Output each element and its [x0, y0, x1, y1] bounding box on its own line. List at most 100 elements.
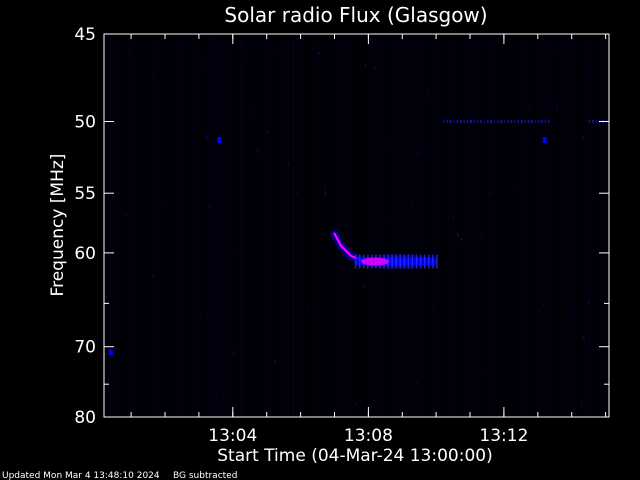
- noise-speck: [206, 135, 207, 139]
- noise-streak: [452, 35, 454, 416]
- noise-streak: [388, 35, 390, 416]
- noise-streak: [382, 35, 384, 416]
- y-tick-label: 70: [74, 338, 96, 358]
- noise-streak: [368, 35, 370, 416]
- interference-line-segment: [520, 120, 523, 123]
- noise-streak: [160, 35, 162, 416]
- noise-speck: [159, 200, 161, 202]
- noise-streak: [264, 35, 266, 416]
- interference-line-segment: [500, 120, 503, 123]
- noise-streak: [276, 35, 278, 416]
- noise-streak: [146, 35, 148, 416]
- noise-streak: [560, 35, 562, 416]
- noise-streak: [336, 35, 338, 416]
- noise-streak: [440, 35, 442, 416]
- noise-streak: [222, 35, 224, 416]
- interference-line-segment: [449, 120, 452, 123]
- noise-streak: [568, 35, 570, 416]
- noise-streak: [512, 35, 514, 416]
- noise-streak: [148, 35, 150, 416]
- noise-speck: [556, 108, 558, 112]
- noise-streak: [210, 35, 212, 416]
- noise-speck: [206, 313, 208, 315]
- x-axis-ticks: 13:04 13:08 13:12: [130, 34, 607, 446]
- interference-line-segment: [517, 120, 520, 123]
- noise-streak: [200, 35, 202, 416]
- noise-speck: [453, 216, 455, 220]
- y-tick-label: 60: [74, 244, 96, 264]
- noise-streak: [310, 35, 312, 416]
- noise-streak: [392, 35, 394, 416]
- noise-streak: [236, 35, 238, 416]
- emission-band-peak: [361, 257, 390, 266]
- interference-line-segment: [446, 120, 448, 123]
- noise-streak: [408, 35, 410, 416]
- noise-streak: [262, 35, 264, 416]
- noise-streak: [380, 35, 382, 416]
- noise-streak: [498, 35, 500, 416]
- noise-streak: [590, 35, 592, 416]
- interference-line-segment: [466, 120, 469, 123]
- noise-streak: [124, 35, 126, 416]
- noise-streak: [180, 35, 182, 416]
- noise-streak: [604, 35, 606, 416]
- plot-area: 13:04 13:08 13:12 45 50 55 60 70 80: [74, 25, 610, 446]
- noise-streak: [518, 35, 520, 416]
- noise-streak: [496, 35, 498, 416]
- emission-band-streak: [432, 254, 434, 269]
- noise-speck: [388, 221, 390, 223]
- noise-streak: [396, 35, 398, 416]
- noise-streak: [346, 35, 348, 416]
- noise-speck: [585, 402, 587, 405]
- signal-spot: [217, 137, 222, 143]
- noise-streak: [570, 35, 572, 416]
- noise-streak: [302, 35, 304, 416]
- noise-streak: [510, 35, 512, 416]
- noise-streak: [578, 35, 580, 416]
- noise-streak: [602, 35, 604, 416]
- noise-streak: [206, 35, 208, 416]
- noise-streak: [314, 35, 316, 416]
- noise-streak: [480, 35, 482, 416]
- emission-band-streak: [411, 254, 414, 269]
- noise-streak: [238, 35, 240, 416]
- noise-streak: [356, 35, 358, 416]
- interference-line-segment: [544, 120, 547, 123]
- noise-streak: [456, 35, 458, 416]
- interference-line-segment: [456, 120, 459, 123]
- noise-streak: [470, 35, 472, 416]
- noise-streak: [360, 35, 362, 416]
- interference-line-segment: [490, 120, 492, 123]
- noise-speck: [130, 50, 132, 53]
- interference-line-segment: [483, 120, 486, 123]
- noise-streak: [600, 35, 602, 416]
- noise-speck: [417, 152, 419, 156]
- noise-streak: [178, 35, 180, 416]
- interference-line-segment: [473, 120, 475, 123]
- noise-streak: [224, 35, 226, 416]
- signal-spot: [542, 137, 547, 143]
- noise-streak: [252, 35, 254, 416]
- noise-streak: [156, 35, 158, 416]
- noise-speck: [364, 248, 366, 250]
- noise-speck: [318, 52, 320, 55]
- noise-streak: [266, 35, 268, 416]
- noise-streak: [374, 35, 376, 416]
- noise-streak: [516, 35, 518, 416]
- noise-streak: [296, 35, 298, 416]
- interference-line-segment: [595, 120, 597, 123]
- noise-speck: [236, 250, 238, 252]
- noise-streak: [464, 35, 466, 416]
- noise-streak: [288, 35, 290, 416]
- emission-band-streak: [428, 254, 430, 269]
- noise-streak: [158, 35, 160, 416]
- noise-streak: [120, 35, 122, 416]
- interference-line-segment: [463, 120, 465, 123]
- footer-updated: Updated Mon Mar 4 13:48:10 2024: [2, 471, 160, 480]
- noise-streak: [154, 35, 156, 416]
- noise-streak: [164, 35, 166, 416]
- noise-streak: [556, 35, 558, 416]
- interference-line-segment: [470, 120, 472, 123]
- noise-streak: [488, 35, 490, 416]
- noise-streak: [136, 35, 138, 416]
